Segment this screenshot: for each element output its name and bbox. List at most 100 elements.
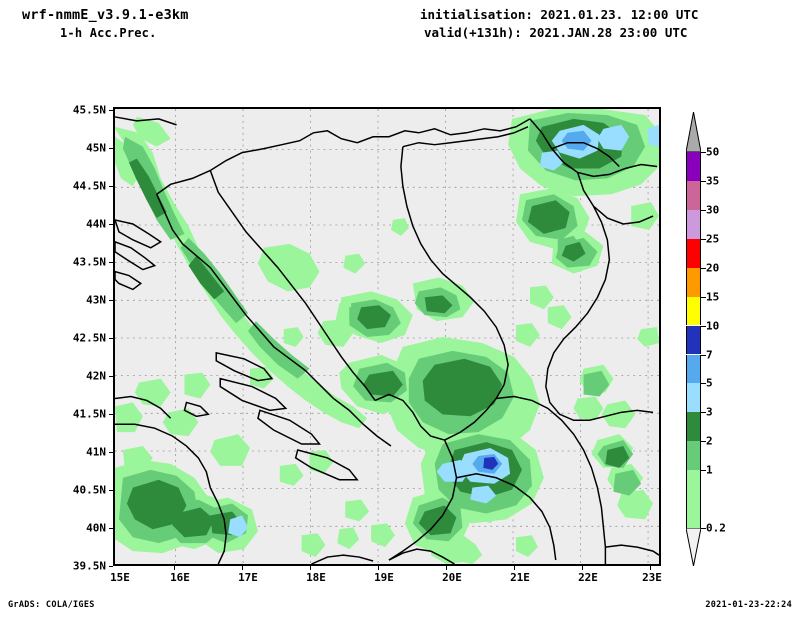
x-tick-label-17E: 17E — [238, 571, 258, 584]
y-tick — [109, 528, 113, 529]
colorbar-band-2-3 — [686, 412, 701, 442]
y-tick-label-44.5N: 44.5N — [72, 179, 106, 193]
y-tick-label-40N: 40N — [86, 521, 106, 535]
colorbar-band-25-30 — [686, 209, 701, 239]
colorbar-tick — [701, 355, 706, 356]
y-tick-label-40.5N: 40.5N — [72, 483, 106, 497]
x-tick — [582, 566, 583, 570]
valid-time: valid(+131h): 2021.JAN.28 23:00 UTC — [424, 25, 688, 40]
colorbar-band-3-5 — [686, 383, 701, 413]
colorbar-label-2: 2 — [706, 434, 713, 448]
colorbar-band-20-25 — [686, 238, 701, 268]
colorbar-band-10-15 — [686, 296, 701, 326]
field-name: 1-h Acc.Prec. — [60, 26, 157, 40]
y-tick-label-45N: 45N — [86, 141, 106, 155]
colorbar-band-5-7 — [686, 354, 701, 384]
y-tick-label-42.5N: 42.5N — [72, 331, 106, 345]
generation-timestamp: 2021-01-23-22:24 — [705, 600, 792, 610]
y-tick — [109, 110, 113, 111]
map-plot-area — [113, 107, 661, 566]
colorbar-tick — [701, 152, 706, 153]
y-tick — [109, 490, 113, 491]
colorbar-tick — [701, 441, 706, 442]
colorbar-label-15: 15 — [706, 290, 720, 304]
y-tick — [109, 262, 113, 263]
y-tick-label-44N: 44N — [86, 217, 106, 231]
colorbar-band-7-10 — [686, 325, 701, 355]
x-tick-label-22E: 22E — [578, 571, 598, 584]
colorbar-label-30: 30 — [706, 203, 720, 217]
colorbar-under-arrow — [685, 527, 702, 567]
x-tick-label-23E: 23E — [642, 571, 662, 584]
colorbar-label-25: 25 — [706, 232, 720, 246]
x-tick — [378, 566, 379, 570]
x-tick-label-15E: 15E — [110, 571, 130, 584]
x-tick — [174, 566, 175, 570]
x-tick — [650, 566, 651, 570]
y-tick — [109, 376, 113, 377]
colorbar-tick — [701, 383, 706, 384]
y-tick — [109, 224, 113, 225]
model-title-block: wrf-nmmE_v3.9.1-e3km 1-h Acc.Prec. — [22, 6, 322, 42]
colorbar-label-5: 5 — [706, 376, 713, 390]
colorbar — [686, 152, 701, 528]
x-tick — [446, 566, 447, 570]
y-tick — [109, 566, 113, 567]
run-time-block: initialisation: 2021.01.23. 12:00 UTC va… — [420, 6, 780, 42]
colorbar-label-20: 20 — [706, 261, 720, 275]
y-tick-label-43.5N: 43.5N — [72, 255, 106, 269]
colorbar-tick — [701, 181, 706, 182]
colorbar-tick — [701, 297, 706, 298]
colorbar-tick — [701, 528, 706, 529]
x-tick-label-19E: 19E — [374, 571, 394, 584]
colorbar-over-arrow — [685, 111, 702, 153]
colorbar-band-1-2 — [686, 441, 701, 471]
y-tick — [109, 414, 113, 415]
y-tick-label-42N: 42N — [86, 369, 106, 383]
precip-band-7-10 — [483, 456, 499, 470]
colorbar-label-10: 10 — [706, 319, 720, 333]
x-tick-label-20E: 20E — [442, 571, 462, 584]
coastline-borders — [115, 116, 659, 564]
colorbar-tick — [701, 210, 706, 211]
colorbar-tick — [701, 412, 706, 413]
colorbar-label-0.2: 0.2 — [706, 521, 726, 535]
y-tick-label-41.5N: 41.5N — [72, 407, 106, 421]
y-tick-label-41N: 41N — [86, 445, 106, 459]
colorbar-band-30-35 — [686, 180, 701, 210]
y-tick-label-43N: 43N — [86, 293, 106, 307]
x-tick-label-18E: 18E — [306, 571, 326, 584]
colorbar-band-35-50 — [686, 152, 701, 181]
y-tick-label-45.5N: 45.5N — [72, 103, 106, 117]
initialisation-time: initialisation: 2021.01.23. 12:00 UTC — [420, 7, 699, 22]
precip-band-2-3 — [126, 118, 630, 538]
colorbar-band-15-20 — [686, 267, 701, 297]
x-tick — [242, 566, 243, 570]
x-tick-label-21E: 21E — [510, 571, 530, 584]
x-tick — [514, 566, 515, 570]
map-frame — [113, 107, 661, 566]
x-tick-label-16E: 16E — [170, 571, 190, 584]
grads-credit: GrADS: COLA/IGES — [8, 600, 95, 610]
y-tick — [109, 148, 113, 149]
y-tick — [109, 452, 113, 453]
colorbar-label-1: 1 — [706, 463, 713, 477]
colorbar-label-35: 35 — [706, 174, 720, 188]
colorbar-label-7: 7 — [706, 348, 713, 362]
colorbar-tick — [701, 470, 706, 471]
colorbar-tick — [701, 239, 706, 240]
x-tick — [310, 566, 311, 570]
colorbar-tick — [701, 268, 706, 269]
precip-band-3-5 — [228, 124, 659, 538]
colorbar-tick — [701, 326, 706, 327]
colorbar-band-0.2-1 — [686, 470, 701, 528]
y-tick — [109, 300, 113, 301]
model-name: wrf-nmmE_v3.9.1-e3km — [22, 7, 189, 23]
precipitation-map — [115, 109, 659, 564]
y-tick — [109, 338, 113, 339]
colorbar-label-3: 3 — [706, 405, 713, 419]
y-tick-label-39.5N: 39.5N — [72, 559, 106, 573]
y-tick — [109, 186, 113, 187]
colorbar-label-50: 50 — [706, 145, 720, 159]
